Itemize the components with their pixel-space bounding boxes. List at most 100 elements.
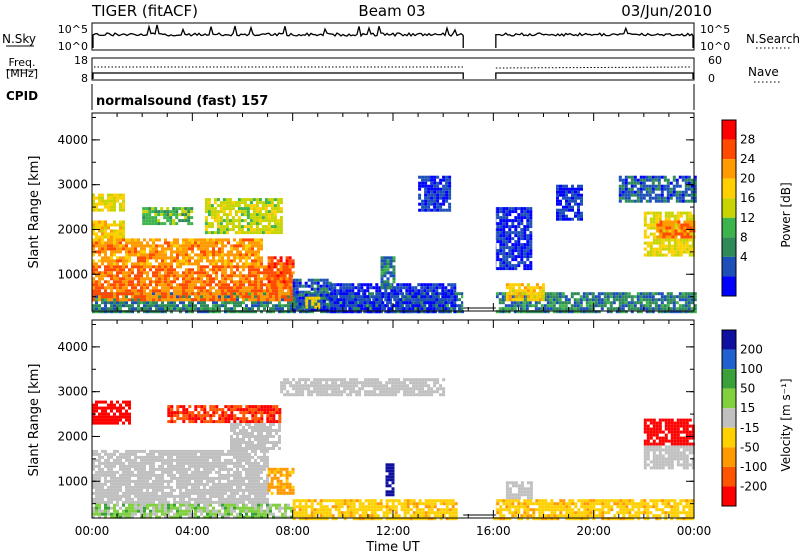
date-title: 03/Jun/2010: [621, 2, 712, 20]
scatter-cell: [137, 476, 140, 480]
scatter-cell: [251, 283, 254, 287]
scatter-cell: [511, 231, 515, 235]
scatter-cell: [182, 295, 185, 299]
scatter-cell: [92, 259, 95, 263]
scatter-cell: [173, 464, 176, 468]
scatter-cell: [411, 304, 415, 308]
scatter-cell: [440, 307, 443, 311]
scatter-cell: [215, 455, 218, 459]
scatter-cell: [191, 277, 194, 281]
scatter-cell: [562, 184, 565, 188]
scatter-cell: [316, 278, 320, 282]
scatter-cell: [266, 265, 269, 269]
scatter-cell: [445, 181, 449, 185]
scatter-cell: [514, 292, 518, 296]
scatter-cell: [122, 259, 125, 263]
scatter-cell: [448, 178, 452, 182]
scatter-cell: [383, 286, 387, 290]
scatter-cell: [212, 307, 215, 311]
scatter-cell: [433, 202, 437, 206]
scatter-cell: [113, 262, 116, 266]
scatter-cell: [664, 214, 668, 218]
scatter-cell: [137, 238, 140, 242]
scatter-cell: [176, 295, 179, 299]
scatter-cell: [172, 222, 176, 226]
scatter-cell: [278, 304, 281, 308]
scatter-cell: [436, 184, 440, 188]
scatter-cell: [107, 488, 110, 492]
scatter-cell: [325, 284, 329, 288]
scatter-cell: [562, 217, 565, 221]
scatter-cell: [646, 253, 650, 257]
scatter-cell: [676, 244, 680, 248]
scatter-cell: [257, 307, 260, 311]
scatter-cell: [116, 461, 119, 465]
scatter-cell: [203, 491, 206, 495]
scatter-cell: [295, 287, 299, 291]
scatter-cell: [119, 268, 122, 272]
scatter-cell: [559, 187, 562, 191]
scatter-cell: [131, 479, 134, 483]
scatter-cell: [279, 228, 283, 232]
scatter-cell: [167, 301, 170, 305]
scatter-cell: [257, 268, 260, 272]
scatter-cell: [176, 289, 179, 293]
scatter-cell: [424, 187, 428, 191]
scatter-cell: [116, 482, 119, 486]
scatter-cell: [197, 497, 200, 501]
scatter-cell: [191, 271, 194, 275]
scatter-cell: [104, 271, 107, 275]
scatter-cell: [212, 241, 215, 245]
scatter-cell: [98, 500, 101, 504]
scatter-cell: [270, 271, 274, 275]
scatter-cell: [304, 290, 308, 294]
scatter-cell: [679, 250, 683, 254]
scatter-cell: [107, 298, 110, 302]
scatter-cell: [137, 274, 140, 278]
scatter-cell: [231, 207, 235, 211]
scatter-cell: [618, 298, 622, 302]
scatter-cell: [92, 292, 95, 296]
scatter-cell: [116, 196, 119, 200]
scatter-cell: [236, 274, 239, 278]
scatter-cell: [128, 461, 131, 465]
scatter-cell: [417, 283, 421, 287]
scatter-cell: [215, 253, 218, 257]
scatter-cell: [170, 280, 173, 284]
scatter-cell: [110, 455, 113, 459]
scatter-cell: [618, 292, 622, 296]
scatter-cell: [643, 241, 647, 245]
scatter-cell: [290, 292, 293, 296]
scatter-cell: [502, 207, 506, 211]
scatter-cell: [414, 310, 418, 314]
scatter-cell: [672, 295, 676, 299]
scatter-cell: [164, 268, 167, 272]
scatter-cell: [672, 304, 676, 308]
scatter-cell: [383, 262, 387, 266]
scatter-cell: [354, 292, 358, 296]
scatter-cell: [383, 307, 386, 311]
scatter-cell: [287, 307, 290, 311]
scatter-cell: [164, 256, 167, 260]
scatter-cell: [146, 307, 149, 311]
scatter-cell: [261, 216, 265, 220]
scatter-cell: [558, 310, 562, 314]
scatter-cell: [143, 307, 146, 311]
scatter-cell: [523, 237, 527, 241]
scatter-cell: [146, 494, 149, 498]
scatter-cell: [552, 307, 556, 311]
scatter-cell: [319, 278, 323, 282]
scatter-cell: [239, 274, 242, 278]
scatter-cell: [322, 290, 326, 294]
scatter-cell: [254, 277, 257, 281]
scatter-cell: [101, 295, 104, 299]
scatter-cell: [146, 304, 149, 308]
scatter-cell: [213, 210, 217, 214]
scatter-cell: [597, 292, 601, 296]
scatter-cell: [555, 298, 559, 302]
scatter-cell: [233, 298, 236, 302]
scatter-cell: [392, 274, 396, 278]
scatter-cell: [526, 219, 530, 223]
scatter-cell: [496, 207, 500, 211]
scatter-cell: [360, 307, 364, 311]
